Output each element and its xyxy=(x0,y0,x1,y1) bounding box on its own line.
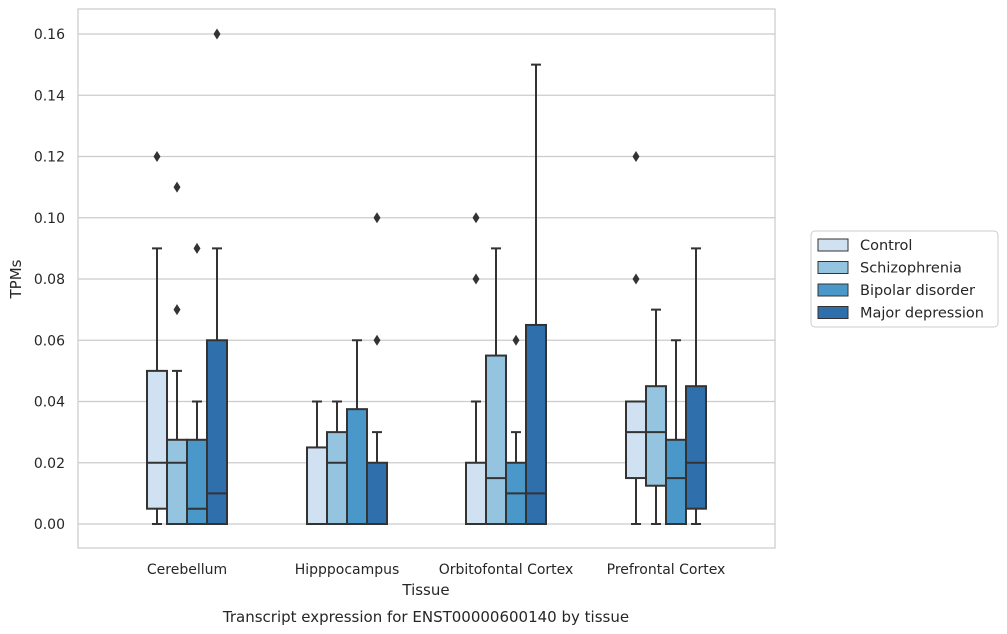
box-group xyxy=(146,151,168,525)
box-group xyxy=(326,400,348,525)
box-group xyxy=(485,247,507,525)
legend-swatch xyxy=(817,306,849,319)
box-iqr xyxy=(645,385,667,487)
box-group xyxy=(186,242,208,525)
y-tick-label: 0.12 xyxy=(34,150,65,166)
box-iqr xyxy=(366,461,388,525)
box-group xyxy=(685,247,707,525)
box-iqr xyxy=(485,354,507,525)
x-axis-ticks: Cerebellum Hipppocampus Orbitofontal Corte… xyxy=(147,562,725,578)
box-plots xyxy=(146,28,707,525)
y-tick-label: 0.02 xyxy=(34,456,65,472)
box-iqr xyxy=(465,461,487,525)
box-group xyxy=(206,28,228,525)
box-iqr xyxy=(326,431,348,525)
legend-label: Major depression xyxy=(860,306,984,322)
box-group xyxy=(465,212,487,525)
box-iqr xyxy=(166,438,188,525)
outlier-point xyxy=(373,212,381,224)
outlier-point xyxy=(193,242,201,254)
box-iqr xyxy=(146,369,168,510)
outlier-point xyxy=(373,334,381,346)
y-axis-label: TPMs xyxy=(7,259,25,299)
box-group xyxy=(306,400,328,525)
outlier-point xyxy=(632,273,640,285)
box-iqr xyxy=(206,339,228,525)
legend-label: Control xyxy=(860,238,912,254)
chart-caption: Transcript expression for ENST0000060014… xyxy=(222,608,629,626)
legend: Control Schizophrenia Bipolar disorder Majo… xyxy=(810,230,999,328)
legend-swatch xyxy=(817,283,849,297)
x-tick-label: Cerebellum xyxy=(147,562,227,578)
x-axis-label: Tissue xyxy=(401,581,449,599)
box-iqr xyxy=(525,323,547,525)
y-tick-label: 0.04 xyxy=(34,395,65,411)
y-axis-ticks: 0.00 0.02 0.04 0.06 0.08 0.10 0.12 0.14 0.16 xyxy=(34,27,65,533)
box-group xyxy=(346,339,368,525)
box-group xyxy=(665,339,687,525)
box-group xyxy=(505,334,527,525)
legend-swatch xyxy=(817,261,849,274)
outlier-point xyxy=(472,273,480,285)
box-iqr xyxy=(186,438,208,525)
outlier-point xyxy=(173,304,181,316)
outlier-point xyxy=(512,334,520,346)
outlier-point xyxy=(632,151,640,162)
x-tick-label: Prefrontal Cortex xyxy=(607,562,726,578)
box-iqr xyxy=(346,408,368,525)
outlier-point xyxy=(213,28,221,40)
y-tick-label: 0.00 xyxy=(34,517,65,533)
box-group xyxy=(166,181,188,525)
y-tick-label: 0.14 xyxy=(34,88,65,104)
plot-frame xyxy=(77,8,776,549)
box-iqr xyxy=(685,385,707,510)
legend-frame xyxy=(810,230,999,328)
box-iqr xyxy=(306,446,328,525)
y-tick-label: 0.10 xyxy=(34,211,65,227)
outlier-point xyxy=(472,212,480,224)
x-tick-label: Hipppocampus xyxy=(295,562,400,578)
outlier-point xyxy=(173,181,181,193)
y-tick-label: 0.08 xyxy=(34,272,65,288)
legend-label: Schizophrenia xyxy=(860,261,962,277)
legend-swatch xyxy=(817,238,849,252)
box-iqr xyxy=(665,438,687,525)
box-group xyxy=(645,308,667,525)
y-tick-label: 0.06 xyxy=(34,333,65,349)
box-iqr xyxy=(625,400,647,480)
outlier-point xyxy=(153,151,161,162)
x-tick-label: Orbitofontal Cortex xyxy=(439,562,574,578)
box-group xyxy=(625,151,647,525)
box-group xyxy=(366,212,388,525)
y-tick-label: 0.16 xyxy=(34,27,65,43)
box-group xyxy=(525,63,547,525)
legend-label: Bipolar disorder xyxy=(860,283,975,299)
